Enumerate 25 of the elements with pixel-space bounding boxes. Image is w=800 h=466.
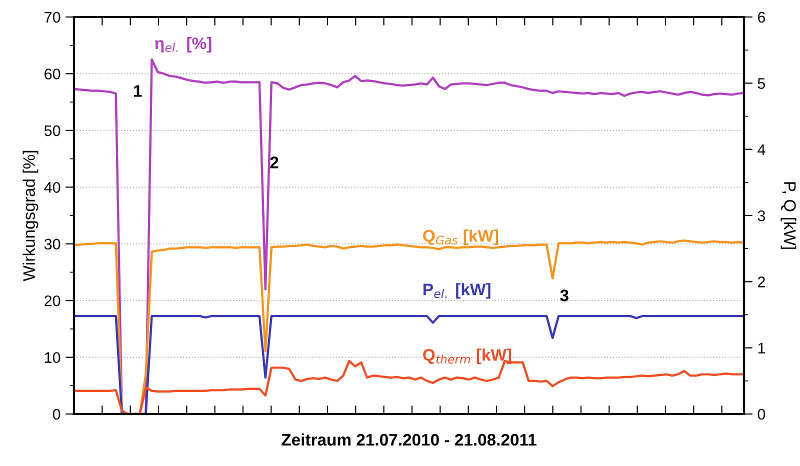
- series-label: Q$_{therm}$ [kW]: [423, 348, 512, 364]
- y2-tick-label: 1: [758, 342, 765, 354]
- y2-tick-label: 5: [758, 78, 766, 89]
- annotation: 3: [560, 290, 568, 302]
- y-tick-label: 30: [44, 238, 60, 250]
- series-label: η$_{el.}$ [%]: [155, 36, 212, 52]
- annotation: 2: [270, 156, 278, 168]
- series-label: Q$_{Gas}$ [kW]: [423, 230, 498, 246]
- y-tick-label: 70: [44, 12, 60, 23]
- y2-tick-label: 0: [758, 408, 766, 420]
- y-tick-label: 60: [44, 68, 60, 80]
- y2-tick-label: 2: [758, 276, 765, 288]
- series-label: P$_{el.}$ [kW]: [424, 283, 490, 299]
- y-tick-label: 10: [44, 352, 60, 363]
- y-axis-title: Wirkungsgrad [%]: [22, 150, 38, 282]
- y2-tick-label: 6: [758, 12, 766, 23]
- y-tick-label: 20: [44, 295, 60, 306]
- y2-tick-label: 4: [758, 144, 766, 155]
- annotation: 1: [134, 85, 142, 97]
- y-tick-label: 50: [44, 125, 60, 136]
- x-axis-title: Zeitraum 21.07.2010 - 21.08.2011: [282, 433, 536, 446]
- y-tick-label: 0: [52, 408, 60, 420]
- y-tick-label: 40: [44, 182, 60, 193]
- y2-tick-label: 3: [758, 210, 766, 222]
- y2-axis-title: P, Q [kW]: [780, 182, 796, 249]
